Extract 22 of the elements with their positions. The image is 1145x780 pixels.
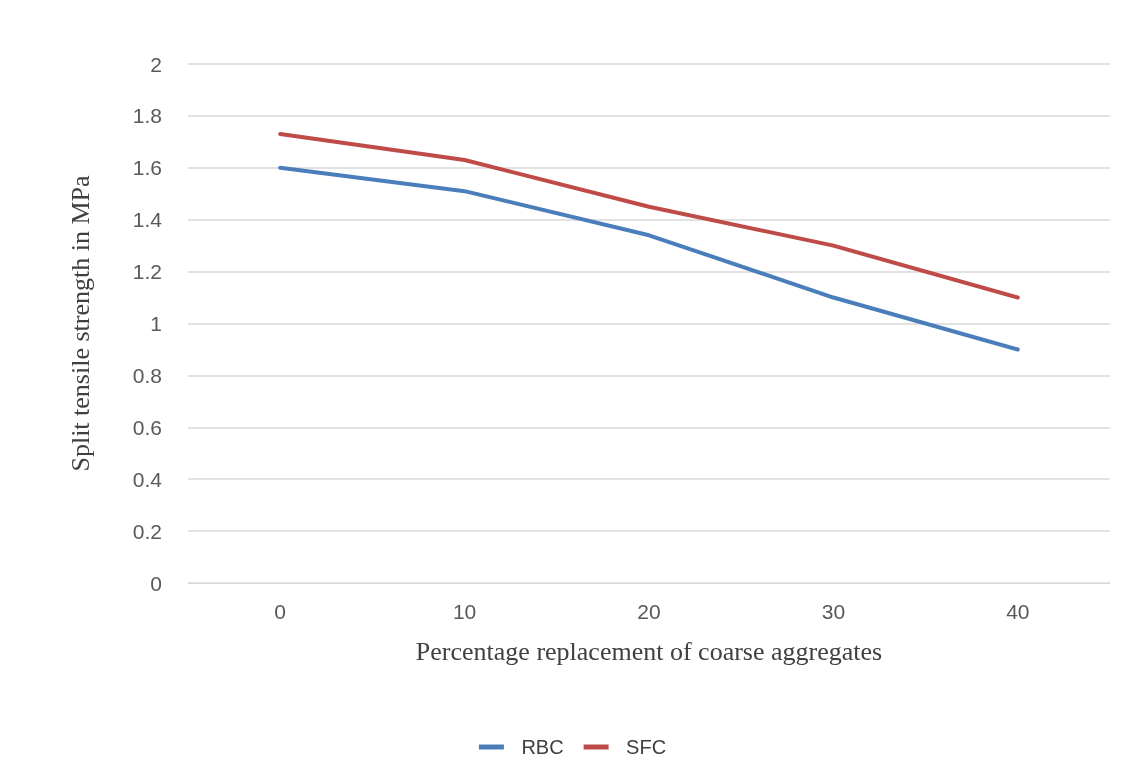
y-tick-label: 2	[150, 52, 162, 76]
y-tick-label: 0.6	[132, 415, 162, 439]
y-tick-label: 1	[150, 312, 162, 335]
y-tick-label: 1.2	[132, 260, 162, 284]
legend-label: RBC	[521, 736, 564, 758]
x-tick-label: 20	[637, 600, 661, 623]
x-axis-title: Percentage replacement of coarse aggregates	[415, 636, 883, 666]
legend-label: SFC	[626, 736, 667, 758]
y-tick-label: 0.4	[132, 467, 163, 491]
y-tick-label: 1.8	[132, 104, 162, 128]
line-series	[278, 132, 1020, 300]
x-tick-label: 10	[452, 600, 477, 623]
x-tick-label: 30	[821, 600, 846, 623]
y-tick-label: 0	[150, 571, 162, 595]
y-tick-label: 0.8	[132, 363, 162, 387]
x-tick-label: 40	[1006, 600, 1030, 623]
line-series	[278, 165, 1020, 352]
y-tick-label: 0.2	[132, 519, 162, 543]
y-axis-title: Split tensile strength in MPa	[65, 174, 95, 472]
y-tick-label: 1.4	[132, 208, 163, 232]
y-tick-label: 1.6	[132, 156, 162, 180]
x-tick-label: 0	[274, 600, 287, 623]
